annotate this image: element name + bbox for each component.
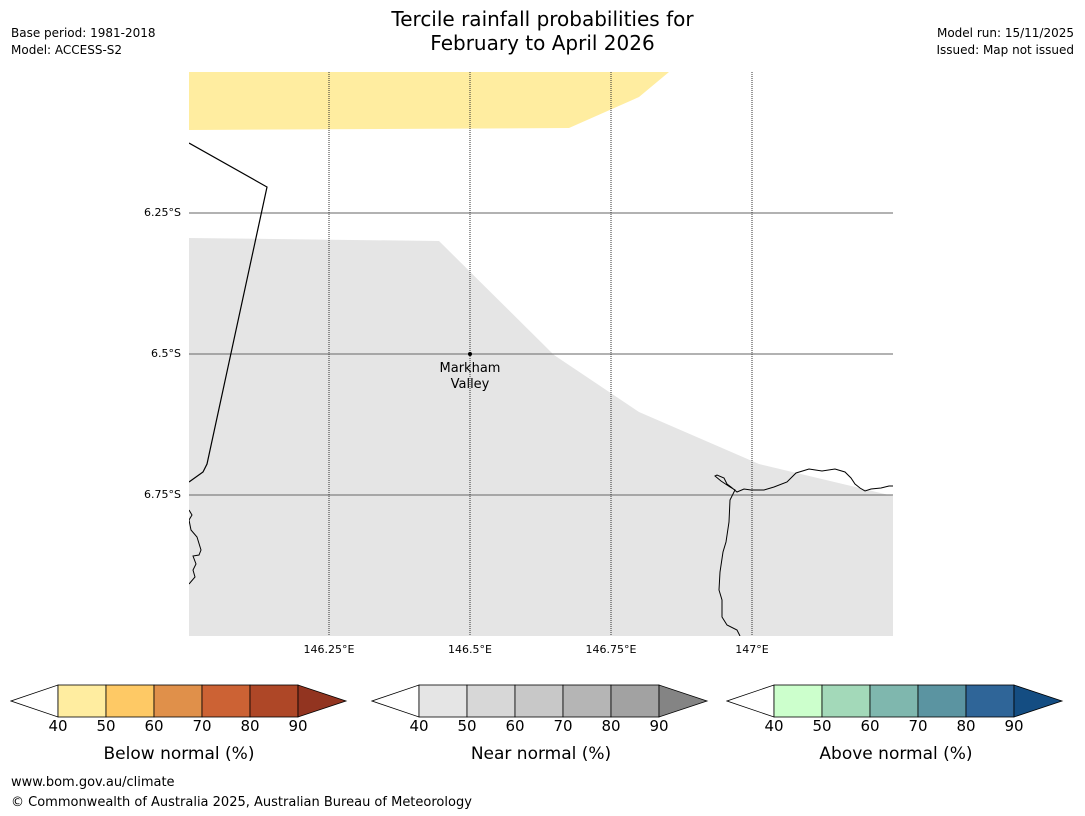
colorbar-above-below-40-triangle — [726, 684, 775, 718]
colorbar-below-tick-50: 50 — [96, 717, 115, 734]
lon-label-146-5: 146.5°E — [448, 643, 492, 656]
colorbar-below-segment-50-60 — [105, 684, 155, 718]
model-text: Model: ACCESS-S2 — [11, 43, 123, 57]
colorbar-above-segment-40-50 — [773, 684, 823, 718]
issued-text: Issued: Map not issued — [936, 43, 1074, 57]
colorbar-near-normal: 40 50 60 70 80 90 — [371, 684, 709, 734]
colorbar-above-tick-50: 50 — [812, 717, 831, 734]
markham-valley-label-line1: Markham — [440, 361, 501, 376]
markham-valley-label-line2: Valley — [451, 377, 490, 392]
colorbar-above-tick-40: 40 — [764, 717, 783, 734]
colorbar-near-tick-50: 50 — [457, 717, 476, 734]
footer-copyright: © Commonwealth of Australia 2025, Austra… — [11, 795, 472, 810]
colorbar-near-tick-60: 60 — [505, 717, 524, 734]
colorbar-below-normal: 40 50 60 70 80 90 — [10, 684, 348, 734]
lon-label-146-75: 146.75°E — [585, 643, 637, 656]
footer-url: www.bom.gov.au/climate — [11, 775, 175, 790]
base-period-text: Base period: 1981-2018 — [11, 26, 156, 40]
colorbar-below-below-40-triangle — [10, 684, 59, 718]
colorbar-above-above-90-triangle — [1013, 684, 1064, 718]
colorbar-near-segment-50-60 — [466, 684, 516, 718]
colorbar-above-normal: 40 50 60 70 80 90 — [726, 684, 1064, 734]
colorbar-below-above-90-triangle — [297, 684, 348, 718]
rainfall-map: Markham Valley — [189, 72, 893, 636]
colorbar-near-title: Near normal (%) — [470, 744, 612, 764]
meta-right: Model run: 15/11/2025 Issued: Map not is… — [936, 25, 1074, 59]
colorbar-above-segment-60-70 — [869, 684, 919, 718]
colorbar-near-tick-90: 90 — [649, 717, 668, 734]
colorbar-above-tick-60: 60 — [860, 717, 879, 734]
colorbar-above-segment-70-80 — [917, 684, 967, 718]
markham-valley-marker — [468, 352, 472, 356]
colorbar-above-segment-50-60 — [821, 684, 871, 718]
colorbar-below-tick-70: 70 — [192, 717, 211, 734]
lat-label-6-25: 6.25°S — [144, 206, 181, 219]
colorbar-near-segment-60-70 — [514, 684, 564, 718]
colorbar-above-tick-80: 80 — [956, 717, 975, 734]
lat-label-6-5: 6.5°S — [151, 347, 181, 360]
colorbar-near-segment-80-90 — [610, 684, 660, 718]
colorbar-near-above-90-triangle — [658, 684, 709, 718]
map-title-line1: Tercile rainfall probabilities for — [391, 7, 694, 31]
colorbar-below-segment-40-50 — [57, 684, 107, 718]
colorbar-near-segment-40-50 — [418, 684, 468, 718]
colorbar-above-segment-80-90 — [965, 684, 1015, 718]
lat-label-6-75: 6.75°S — [144, 488, 181, 501]
coastline-west — [189, 509, 202, 585]
lon-label-147: 147°E — [735, 643, 769, 656]
colorbar-near-below-40-triangle — [371, 684, 420, 718]
colorbar-near-tick-70: 70 — [553, 717, 572, 734]
map-title-line2: February to April 2026 — [430, 31, 655, 55]
meta-left: Base period: 1981-2018 Model: ACCESS-S2 — [11, 25, 156, 59]
colorbar-below-title: Below normal (%) — [103, 744, 255, 764]
colorbar-near-tick-40: 40 — [409, 717, 428, 734]
border-line — [189, 142, 268, 483]
colorbar-near-tick-80: 80 — [601, 717, 620, 734]
colorbar-below-segment-70-80 — [201, 684, 251, 718]
colorbar-below-tick-40: 40 — [48, 717, 67, 734]
map-title: Tercile rainfall probabilities for Febru… — [0, 7, 1085, 55]
colorbar-below-segment-60-70 — [153, 684, 203, 718]
colorbar-below-segment-80-90 — [249, 684, 299, 718]
colorbar-below-tick-90: 90 — [288, 717, 307, 734]
lon-label-146-25: 146.25°E — [303, 643, 355, 656]
colorbar-below-tick-80: 80 — [240, 717, 259, 734]
coastline-east — [714, 468, 893, 636]
colorbar-above-title: Above normal (%) — [819, 744, 973, 764]
model-run-text: Model run: 15/11/2025 — [936, 26, 1074, 40]
below-normal-40-50-region — [189, 72, 669, 130]
near-normal-40-50-region — [189, 238, 893, 636]
colorbar-below-tick-60: 60 — [144, 717, 163, 734]
colorbar-near-segment-70-80 — [562, 684, 612, 718]
colorbar-above-tick-90: 90 — [1004, 717, 1023, 734]
colorbar-above-tick-70: 70 — [908, 717, 927, 734]
